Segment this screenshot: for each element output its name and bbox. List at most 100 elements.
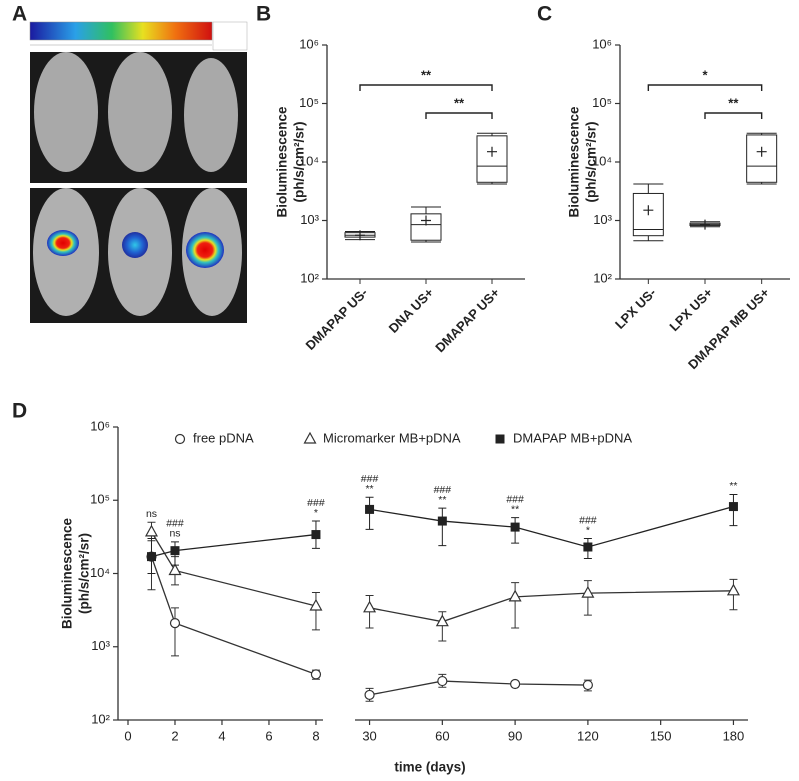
marker: [583, 542, 593, 552]
y-tick-label: 10⁴: [299, 153, 319, 168]
mean-marker: [643, 205, 654, 216]
marker: [170, 546, 180, 556]
y-tick-label: 10²: [91, 711, 110, 726]
x-tick-label: 0: [124, 728, 131, 743]
significance-bracket: [425, 112, 493, 119]
panel-label: A: [12, 3, 27, 26]
y-tick-label: 10⁶: [299, 36, 319, 51]
legend-marker: [174, 433, 186, 445]
y-tick-label: 10³: [593, 212, 612, 227]
x-tick-label: DNA US+: [386, 285, 437, 336]
y-tick-label: 10²: [300, 270, 319, 285]
significance-bracket: [359, 84, 493, 91]
annotation: **: [365, 483, 373, 495]
marker: [510, 522, 520, 532]
legend-label: free pDNA: [193, 430, 254, 445]
y-tick-label: 10⁴: [592, 153, 612, 168]
y-tick-label: 10⁴: [90, 565, 110, 580]
x-axis-label: time (days): [394, 760, 465, 775]
annotation: *: [314, 507, 318, 519]
x-tick-label: 8: [312, 728, 319, 743]
y-tick-label: 10⁶: [592, 36, 612, 51]
annotation: **: [729, 480, 737, 492]
box: [746, 134, 778, 183]
x-tick-label: 30: [362, 728, 376, 743]
legend-label: DMAPAP MB+pDNA: [513, 430, 632, 445]
annotation: **: [438, 494, 446, 506]
significance-label: **: [454, 95, 465, 110]
y-tick-label: 10⁵: [592, 95, 612, 110]
marker: [144, 524, 159, 537]
legend-marker: [495, 434, 505, 444]
marker: [168, 563, 182, 576]
y-tick-label: 10⁶: [90, 418, 110, 433]
panel-label: D: [12, 400, 27, 423]
series-line: [369, 680, 588, 696]
y-axis-label: Bioluminescence: [275, 106, 290, 218]
marker: [310, 669, 322, 680]
significance-label: **: [728, 95, 739, 110]
annotation: *: [586, 524, 590, 536]
marker: [726, 583, 740, 596]
x-tick-label: 6: [265, 728, 272, 743]
marker: [169, 618, 181, 629]
mean-marker: [421, 215, 431, 226]
annotation: ###: [579, 514, 597, 526]
x-tick-label: 150: [650, 728, 672, 743]
y-tick-label: 10⁵: [90, 492, 110, 507]
panel-label: B: [256, 3, 271, 26]
x-tick-label: DMAPAP US+: [432, 285, 503, 356]
mice-top: [34, 52, 238, 172]
panel-a-image: [29, 21, 248, 323]
y-axis-label: Bioluminescence: [567, 106, 582, 218]
significance-label: *: [702, 67, 708, 82]
annotation: ns: [146, 508, 157, 520]
signal: [47, 230, 79, 256]
x-tick-label: LPX US-: [612, 285, 659, 332]
annotation: **: [511, 503, 519, 515]
y-tick-label: 10³: [91, 638, 110, 653]
marker: [582, 679, 593, 691]
x-tick-label: 180: [723, 728, 745, 743]
colorbar: [29, 21, 213, 41]
annotation: ###: [361, 473, 379, 485]
marker: [508, 589, 522, 602]
y-axis-label: Bioluminescence: [60, 517, 75, 629]
mean-marker: [487, 146, 497, 157]
marker: [365, 504, 375, 514]
marker: [363, 600, 377, 613]
y-axis-label: (ph/s/cm²/sr): [584, 121, 599, 202]
error-bar: [311, 592, 320, 631]
x-tick-label: 2: [171, 728, 178, 743]
marker: [311, 530, 321, 540]
legend-marker: [303, 431, 317, 444]
signal: [186, 232, 224, 268]
box: [476, 135, 508, 183]
marker: [728, 502, 738, 512]
marker: [309, 598, 323, 611]
y-tick-label: 10³: [300, 212, 319, 227]
marker: [581, 585, 595, 598]
annotation: ###: [307, 497, 325, 509]
error-bar: [511, 582, 520, 629]
marker: [364, 689, 375, 701]
x-tick-label: 120: [577, 728, 599, 743]
signal: [122, 232, 148, 258]
series-line: [369, 505, 734, 548]
y-axis-label: (ph/s/cm²/sr): [292, 121, 307, 202]
error-bar: [583, 580, 592, 616]
panel-label: C: [537, 3, 552, 26]
y-tick-label: 10²: [593, 270, 612, 285]
marker: [435, 614, 449, 627]
x-tick-label: 4: [218, 728, 225, 743]
significance-bracket: [704, 112, 763, 119]
x-tick-label: 90: [508, 728, 522, 743]
marker: [437, 675, 448, 687]
annotation: ###: [166, 518, 184, 530]
error-bar: [438, 507, 447, 547]
x-tick-label: 60: [435, 728, 449, 743]
significance-bracket: [647, 84, 763, 91]
annotation: ###: [506, 493, 524, 505]
mean-marker: [756, 146, 767, 157]
